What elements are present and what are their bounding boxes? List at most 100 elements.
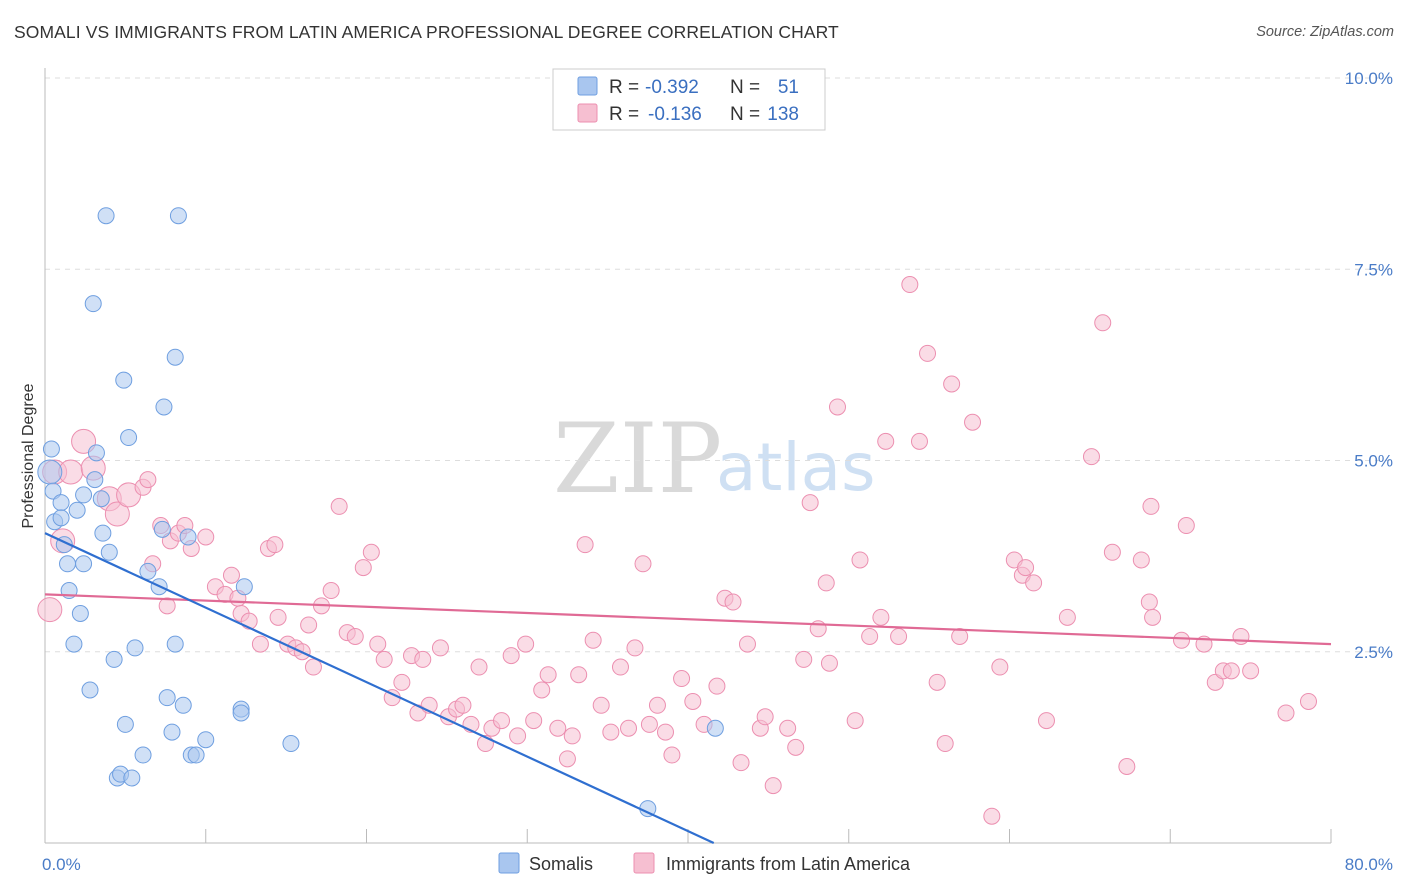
gridlines: [45, 77, 1391, 653]
latin-point-40: [362, 543, 380, 561]
latin-point-104: [890, 627, 908, 645]
somali-point-15: [86, 471, 104, 489]
latin-point-72: [611, 658, 629, 676]
latin-point-112: [964, 413, 982, 431]
bottom-legend-swatch-somali: [498, 852, 520, 874]
legend-somali-r-label: R =: [609, 77, 639, 98]
latin-point-89: [756, 708, 774, 726]
somali-point-19: [94, 524, 112, 542]
chart-title: SOMALI VS IMMIGRANTS FROM LATIN AMERICA …: [14, 22, 839, 42]
latin-point-93: [795, 650, 813, 668]
legend-somali-n-label: N =: [730, 77, 760, 98]
somali-point-33: [153, 520, 171, 538]
latin-america-trend-line: [44, 593, 1332, 646]
latin-point-99: [846, 712, 864, 730]
somali-point-14: [81, 681, 99, 699]
latin-point-57: [493, 712, 511, 730]
latin-point-135: [1232, 627, 1250, 645]
latin-point-59: [509, 727, 527, 745]
latin-point-42: [375, 650, 393, 668]
somali-point-37: [166, 348, 184, 366]
latin-point-77: [648, 696, 666, 714]
latin-point-107: [919, 344, 937, 362]
latin-point-75: [634, 555, 652, 573]
y-tick-label-1: 5.0%: [1354, 452, 1393, 471]
latin-point-76: [640, 715, 658, 733]
latin-point-13: [158, 597, 176, 615]
latin-point-137: [1277, 704, 1295, 722]
latin-point-0: [37, 597, 63, 623]
legend-swatch-somali: [577, 76, 598, 96]
somali-point-10: [68, 501, 86, 519]
latin-point-86: [732, 754, 750, 772]
latin-point-70: [592, 696, 610, 714]
somali-point-35: [158, 689, 176, 707]
latin-point-91: [779, 719, 797, 737]
latin-point-81: [684, 692, 702, 710]
latin-point-64: [549, 719, 567, 737]
somali-point-34: [155, 398, 173, 416]
latin-point-111: [951, 627, 969, 645]
somali-point-20: [97, 207, 115, 225]
latin-point-103: [877, 432, 895, 450]
latin-point-66: [563, 727, 581, 745]
somali-point-28: [123, 769, 141, 787]
latin-point-90: [764, 777, 782, 795]
latin-point-79: [663, 746, 681, 764]
somali-point-46: [232, 704, 250, 722]
somali-point-40: [174, 696, 192, 714]
latin-point-49: [431, 639, 449, 657]
latin-point-122: [1094, 314, 1112, 332]
watermark-atlas: atlas: [716, 429, 876, 506]
somali-series: [37, 207, 724, 818]
latin-point-123: [1103, 543, 1121, 561]
latin-point-52: [454, 696, 472, 714]
legend-latin-r-value: -0.136: [648, 104, 702, 125]
latin-point-54: [470, 658, 488, 676]
latin-america-series: [37, 276, 1317, 825]
latin-point-128: [1144, 608, 1162, 626]
latin-point-18: [197, 528, 215, 546]
legend-latin-r-label: R =: [609, 104, 639, 125]
x-tick-label-0: 0.0%: [42, 855, 81, 874]
latin-point-94: [801, 494, 819, 512]
somali-point-39: [169, 207, 187, 225]
latin-point-114: [991, 658, 1009, 676]
latin-point-102: [872, 608, 890, 626]
latin-point-134: [1222, 662, 1240, 680]
latin-point-69: [584, 631, 602, 649]
somali-point-47: [235, 578, 253, 596]
latin-point-41: [369, 635, 387, 653]
latin-point-85: [724, 593, 742, 611]
x-axis-tick-labels: 0.0% 80.0%: [42, 855, 1393, 874]
y-tick-label-0: 2.5%: [1354, 643, 1393, 662]
latin-point-61: [525, 712, 543, 730]
latin-point-126: [1140, 593, 1158, 611]
legend-somali-r-value: -0.392: [645, 77, 699, 98]
somali-point-12: [75, 555, 93, 573]
legend-latin-n-label: N =: [730, 104, 760, 125]
latin-point-35: [322, 582, 340, 600]
latin-point-124: [1118, 758, 1136, 775]
legend-latin-n-value: 138: [767, 104, 799, 125]
latin-point-39: [354, 559, 372, 577]
latin-point-74: [626, 639, 644, 657]
latin-point-58: [502, 647, 520, 665]
somali-point-16: [87, 444, 105, 462]
y-tick-label-2: 7.5%: [1354, 260, 1393, 279]
somali-trend-line: [44, 532, 715, 844]
latin-point-36: [330, 497, 348, 515]
latin-point-33: [304, 658, 322, 676]
latin-point-100: [851, 551, 869, 569]
latin-point-80: [673, 670, 691, 688]
y-axis-label: Professional Degree: [20, 383, 37, 528]
series-legend: Somalis Immigrants from Latin America: [498, 852, 911, 874]
somali-point-25: [115, 371, 133, 389]
somali-point-27: [120, 429, 138, 447]
somali-point-31: [139, 562, 157, 580]
latin-point-38: [346, 627, 364, 645]
somali-point-36: [163, 723, 181, 741]
somali-point-30: [134, 746, 152, 764]
latin-point-121: [1082, 448, 1100, 466]
